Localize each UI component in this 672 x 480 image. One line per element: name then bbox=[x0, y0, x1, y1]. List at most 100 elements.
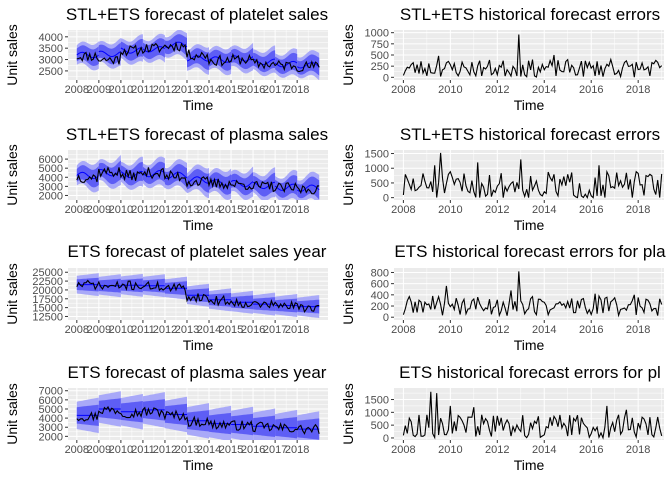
chart-panel-7: 2008200920102011201220132014201520162017… bbox=[4, 363, 328, 473]
y-tick-label: 1500 bbox=[365, 149, 389, 161]
x-tick-label: 2013 bbox=[175, 84, 199, 96]
forecast-interval-80 bbox=[76, 45, 99, 66]
x-axis-title: Time bbox=[183, 457, 214, 473]
x-tick-label: 2017 bbox=[263, 204, 287, 216]
x-tick-label: 2008 bbox=[391, 84, 415, 96]
chart-title: STL+ETS historical forecast errors bbox=[400, 125, 660, 144]
forecast-interval-80 bbox=[275, 175, 298, 198]
forecast-interval-80 bbox=[142, 38, 165, 60]
plot-layer bbox=[76, 391, 320, 440]
y-tick-label: 200 bbox=[371, 301, 389, 313]
chart-panel-1: 2008200920102011201220132014201520162017… bbox=[4, 5, 328, 113]
y-tick-label: 3000 bbox=[39, 55, 63, 67]
y-tick-label: 4000 bbox=[39, 32, 63, 44]
forecast-mean-line bbox=[76, 171, 100, 180]
forecast-mean-line bbox=[230, 55, 254, 62]
x-tick-label: 2014 bbox=[197, 84, 221, 96]
y-tick-label: 17500 bbox=[32, 294, 63, 306]
y-tick-label: 3500 bbox=[39, 43, 63, 55]
x-tick-label: 2015 bbox=[219, 324, 243, 336]
x-tick-label: 2013 bbox=[175, 324, 199, 336]
y-tick-label: 4000 bbox=[39, 413, 63, 425]
actual-series-line bbox=[76, 279, 320, 314]
plot-background bbox=[394, 268, 664, 320]
forecast-mean-line bbox=[98, 50, 122, 58]
y-tick-label: 1000 bbox=[365, 163, 389, 175]
y-tick-label: 6000 bbox=[39, 154, 63, 166]
forecast-interval-80 bbox=[187, 48, 209, 70]
x-tick-label: 2018 bbox=[285, 204, 309, 216]
x-tick-label: 2011 bbox=[131, 444, 155, 456]
y-tick-label: 1000 bbox=[365, 407, 389, 419]
y-tick-label: 0 bbox=[383, 433, 389, 445]
x-axis-title: Time bbox=[514, 457, 545, 473]
x-axis-title: Time bbox=[183, 217, 214, 233]
y-tick-label: 2500 bbox=[39, 66, 63, 78]
y-tick-label: 25000 bbox=[32, 267, 63, 279]
error-series-line bbox=[402, 391, 663, 440]
x-tick-label: 2010 bbox=[438, 84, 462, 96]
error-series-line bbox=[402, 271, 663, 318]
x-tick-label: 2009 bbox=[87, 84, 111, 96]
y-axis-title: Unit sales bbox=[4, 383, 20, 444]
forecast-mean-line bbox=[142, 46, 166, 53]
x-axis-title: Time bbox=[183, 337, 214, 353]
plot-layer bbox=[76, 273, 320, 319]
x-tick-label: 2011 bbox=[131, 204, 155, 216]
y-tick-label: 2000 bbox=[39, 431, 63, 443]
x-axis-title: Time bbox=[514, 337, 545, 353]
y-tick-label: 600 bbox=[371, 279, 389, 291]
y-axis-title: Unit sales bbox=[4, 144, 20, 205]
x-tick-label: 2018 bbox=[285, 324, 309, 336]
x-axis-title: Time bbox=[514, 97, 545, 113]
x-tick-label: 2018 bbox=[285, 444, 309, 456]
y-axis-title: Unit sales bbox=[340, 383, 356, 444]
x-tick-label: 2016 bbox=[241, 204, 265, 216]
actual-series-line bbox=[76, 166, 320, 195]
plot-layer bbox=[402, 34, 663, 79]
y-tick-label: 0 bbox=[383, 193, 389, 205]
chart-title: ETS forecast of plasma sales year bbox=[68, 363, 327, 382]
x-tick-label: 2012 bbox=[153, 324, 177, 336]
x-tick-label: 2018 bbox=[285, 84, 309, 96]
y-axis-title: Unit sales bbox=[340, 263, 356, 324]
chart-title: ETS historical forecast errors for pl bbox=[399, 363, 661, 382]
x-axis-title: Time bbox=[183, 97, 214, 113]
forecast-mean-line bbox=[208, 56, 232, 63]
x-tick-label: 2010 bbox=[438, 444, 462, 456]
forecast-interval-80 bbox=[209, 49, 232, 71]
x-tick-label: 2014 bbox=[532, 324, 556, 336]
x-tick-label: 2008 bbox=[391, 324, 415, 336]
x-tick-label: 2014 bbox=[532, 204, 556, 216]
x-tick-label: 2015 bbox=[219, 204, 243, 216]
forecast-mean-line bbox=[76, 51, 100, 59]
y-tick-label: 500 bbox=[371, 50, 389, 62]
y-tick-label: 3000 bbox=[39, 422, 63, 434]
y-tick-label: 7000 bbox=[39, 386, 63, 398]
x-tick-label: 2008 bbox=[391, 444, 415, 456]
forecast-mean-line bbox=[230, 179, 254, 188]
y-tick-label: 0 bbox=[383, 72, 389, 84]
x-tick-label: 2014 bbox=[197, 444, 221, 456]
y-tick-label: 400 bbox=[371, 290, 389, 302]
x-tick-label: 2008 bbox=[65, 444, 89, 456]
y-tick-label: 6000 bbox=[39, 395, 63, 407]
forecast-interval-80 bbox=[120, 162, 143, 186]
x-tick-label: 2018 bbox=[626, 324, 650, 336]
y-axis-title: Unit sales bbox=[4, 263, 20, 324]
x-tick-label: 2017 bbox=[263, 324, 287, 336]
x-tick-label: 2009 bbox=[87, 204, 111, 216]
x-tick-label: 2016 bbox=[579, 204, 603, 216]
x-tick-label: 2016 bbox=[579, 84, 603, 96]
x-tick-label: 2013 bbox=[175, 444, 199, 456]
y-axis-title: Unit sales bbox=[340, 24, 356, 85]
chart-title: STL+ETS forecast of platelet sales bbox=[66, 5, 328, 24]
chart-title: ETS historical forecast errors for pla bbox=[394, 242, 666, 261]
y-axis-title: Unit sales bbox=[4, 24, 20, 85]
x-tick-label: 2012 bbox=[485, 204, 509, 216]
y-tick-label: 12500 bbox=[32, 311, 63, 323]
x-tick-label: 2018 bbox=[626, 204, 650, 216]
x-tick-label: 2012 bbox=[485, 324, 509, 336]
